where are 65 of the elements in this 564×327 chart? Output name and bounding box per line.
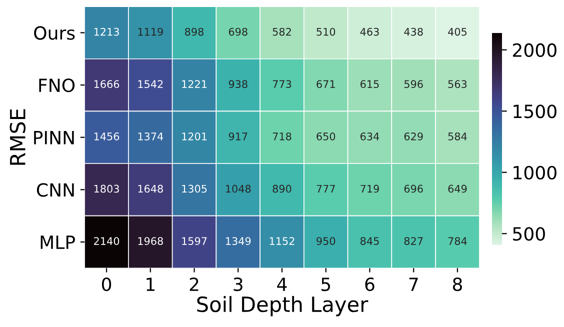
data-label: 698	[228, 28, 248, 36]
data-label: 719	[360, 184, 379, 193]
data-label: 1201	[182, 132, 207, 140]
data-label: 1305	[182, 184, 207, 193]
data-label: 1152	[270, 237, 294, 245]
data-label: 582	[272, 28, 291, 36]
data-label: 2140	[94, 237, 120, 245]
x-tick-label: 8	[452, 277, 462, 292]
data-label: 696	[404, 184, 423, 193]
data-label: 1048	[226, 184, 251, 193]
data-label: 649	[448, 184, 467, 193]
y-axis-title: RMSE	[10, 109, 26, 165]
data-label: 827	[404, 237, 423, 245]
data-label: 634	[360, 132, 380, 140]
x-tick-label: 1	[146, 278, 154, 291]
data-label: 615	[360, 80, 379, 88]
color-bar-label: 2000	[513, 43, 556, 57]
color-bar-label: 1000	[514, 166, 556, 180]
data-label: 950	[316, 237, 336, 245]
data-label: 563	[448, 80, 467, 88]
data-label: 917	[228, 132, 248, 140]
data-label: 718	[272, 132, 292, 140]
data-label: 1666	[94, 80, 120, 88]
color-bar-label: 500	[513, 227, 545, 241]
data-label: 1456	[94, 132, 120, 140]
data-label: 1597	[182, 237, 207, 245]
data-label: 1374	[138, 132, 164, 140]
data-label: 1542	[138, 80, 163, 88]
y-tick-label: Ours	[34, 26, 75, 40]
data-label: 773	[272, 80, 292, 88]
x-axis-title: Soil Depth Layer	[197, 296, 368, 316]
x-tick-label: 0	[102, 277, 112, 292]
data-label: 510	[316, 28, 336, 36]
x-tick-label: 6	[365, 277, 374, 292]
data-label: 1119	[138, 28, 163, 36]
x-tick-label: 5	[322, 278, 330, 292]
data-label: 1648	[138, 184, 163, 193]
color-bar-label: 1500	[514, 104, 556, 118]
x-tick-label: 4	[277, 278, 287, 291]
data-label: 405	[448, 28, 466, 36]
data-label: 890	[272, 184, 292, 193]
data-label: 784	[448, 237, 467, 245]
y-tick-label: FNO	[39, 78, 75, 92]
data-label: 938	[228, 80, 248, 88]
data-label: 650	[316, 132, 336, 140]
y-tick-label: MLP	[40, 236, 75, 249]
y-tick-label: PINN	[34, 131, 74, 144]
data-label: 671	[316, 80, 335, 88]
data-label: 629	[404, 132, 423, 140]
data-label: 438	[404, 28, 423, 36]
data-label: 898	[185, 28, 204, 36]
data-label: 596	[404, 80, 423, 88]
data-label: 1221	[182, 80, 207, 88]
data-label: 584	[448, 132, 467, 140]
data-label: 463	[360, 28, 379, 36]
data-label: 777	[316, 184, 335, 193]
data-label: 1213	[94, 28, 119, 36]
data-label: 1968	[138, 237, 163, 245]
data-label: 1803	[94, 184, 119, 193]
data-label: 1349	[226, 237, 251, 245]
y-tick-label: CNN	[36, 183, 74, 197]
x-tick-label: 7	[409, 278, 418, 291]
data-label: 845	[360, 237, 379, 245]
x-tick-label: 2	[190, 277, 198, 291]
x-tick-label: 3	[234, 277, 242, 292]
